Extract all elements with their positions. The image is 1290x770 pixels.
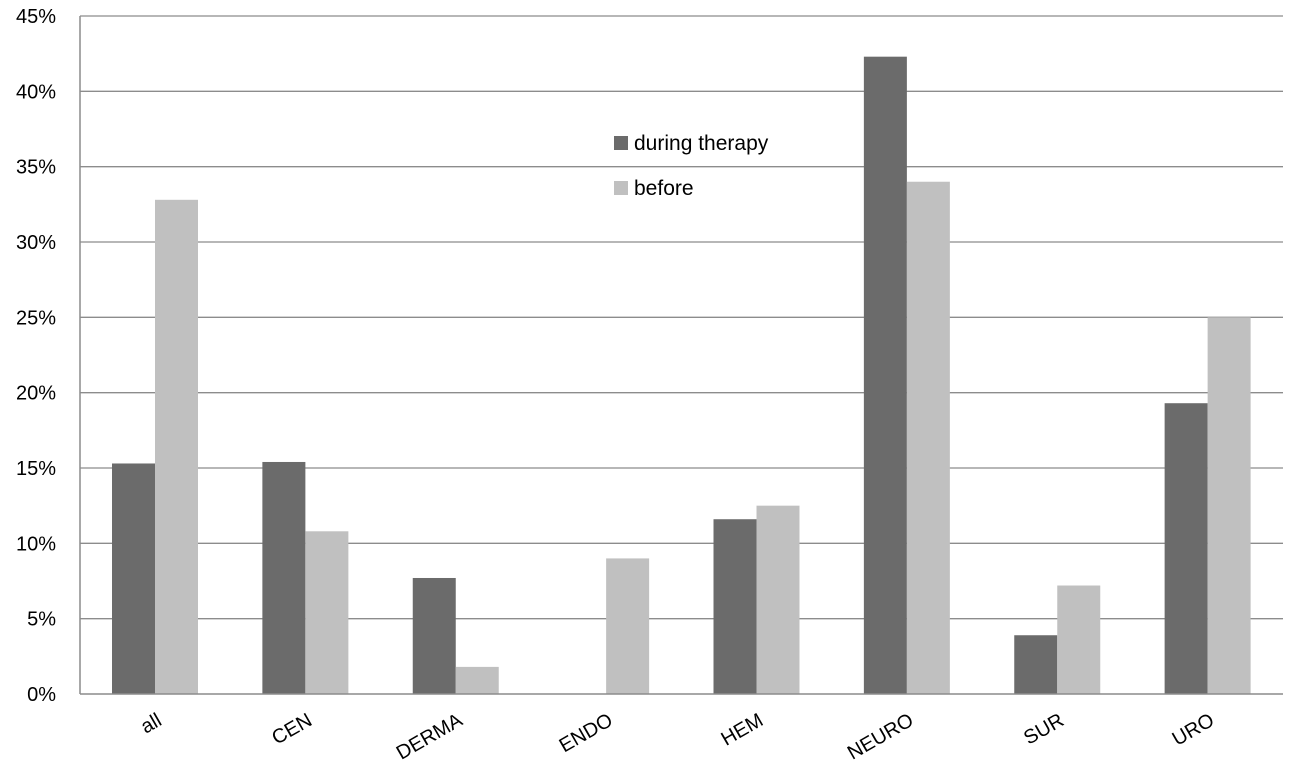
y-tick-label: 45% [16, 6, 56, 28]
legend-label: during therapy [634, 132, 769, 155]
bar-derma-during-therapy [412, 577, 456, 694]
y-tick-label: 0% [27, 684, 56, 706]
bar-neuro-during-therapy [863, 56, 907, 695]
x-tick-label: URO [1169, 709, 1218, 750]
bar-sur-before [1057, 585, 1101, 694]
legend-label: before [634, 177, 694, 200]
y-tick-label: 35% [16, 157, 56, 179]
y-tick-label: 10% [16, 533, 56, 555]
legend-swatch [614, 181, 628, 195]
bar-derma-before [455, 666, 499, 694]
y-axis-tick-labels: 0% 5% 10% 15% 20% 25% 30% 35% 40% 45% [16, 6, 56, 706]
legend: during therapy before [614, 132, 769, 200]
bar-hem-during-therapy [713, 519, 757, 694]
bar-all-during-therapy [112, 463, 155, 694]
y-tick-label: 30% [16, 232, 56, 254]
bar-neuro-before [906, 181, 950, 694]
axes [79, 16, 1283, 695]
legend-swatch [614, 136, 628, 150]
x-tick-label: HEM [718, 709, 767, 750]
bar-sur-during-therapy [1014, 635, 1058, 694]
bar-uro-during-therapy [1164, 403, 1208, 694]
x-tick-label: SUR [1020, 709, 1068, 749]
bar-hem-before [756, 505, 800, 694]
x-tick-label: DERMA [393, 709, 467, 764]
bar-uro-before [1207, 317, 1251, 694]
x-axis-tick-labels: all CEN DERMA ENDO HEM NEURO SUR URO [137, 709, 1218, 764]
y-tick-label: 15% [16, 458, 56, 480]
bar-all-before [155, 199, 198, 694]
bar-cen-before [305, 531, 349, 694]
x-tick-label: ENDO [556, 709, 617, 757]
x-tick-label: all [137, 709, 165, 738]
grid-lines [80, 15, 1283, 620]
bar-endo-before [606, 558, 650, 694]
y-tick-label: 5% [27, 609, 56, 631]
bar-cen-during-therapy [262, 461, 306, 694]
x-tick-label: NEURO [844, 709, 918, 764]
y-tick-label: 20% [16, 383, 56, 405]
y-tick-label: 25% [16, 307, 56, 329]
x-tick-label: CEN [268, 709, 316, 749]
bars [112, 56, 1251, 695]
y-tick-label: 40% [16, 81, 56, 103]
